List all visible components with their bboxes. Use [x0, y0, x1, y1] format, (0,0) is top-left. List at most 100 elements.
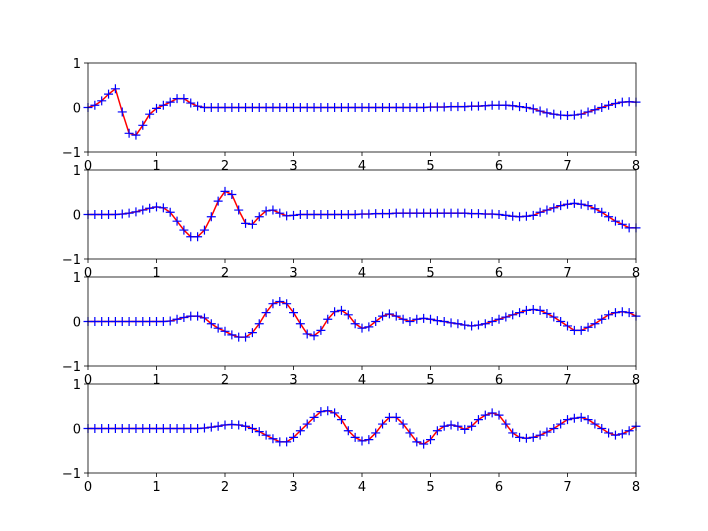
marker — [515, 432, 525, 442]
marker — [330, 307, 340, 317]
marker — [467, 321, 477, 331]
marker — [241, 332, 251, 342]
marker — [521, 211, 531, 221]
marker — [535, 305, 545, 315]
marker — [179, 94, 189, 104]
x-tick-label: 5 — [426, 480, 434, 495]
marker — [528, 304, 538, 314]
subplot: 0 1 2 3 4 5 6 7 8−101 — [62, 57, 641, 174]
marker — [597, 207, 607, 217]
marker — [343, 310, 353, 320]
x-tick-label: 2 — [221, 266, 229, 281]
marker — [542, 427, 552, 437]
x-tick-label: 3 — [289, 373, 297, 388]
x-tick-label: 3 — [289, 266, 297, 281]
marker — [145, 109, 155, 119]
marker — [563, 321, 572, 331]
marker — [193, 101, 203, 111]
marker — [432, 426, 442, 436]
marker — [515, 102, 525, 112]
marker — [124, 208, 134, 218]
marker — [275, 208, 285, 218]
marker — [220, 326, 230, 336]
x-tick-label: 0 — [84, 266, 92, 281]
marker — [521, 305, 531, 315]
marker — [590, 105, 600, 115]
x-tick-label: 0 — [84, 480, 92, 495]
marker — [254, 319, 264, 329]
marker — [597, 103, 607, 112]
marker — [350, 432, 360, 442]
marker — [152, 103, 161, 113]
marker — [391, 412, 401, 422]
y-tick-label: −1 — [62, 360, 81, 375]
axes-frame — [87, 62, 637, 153]
marker — [234, 205, 244, 215]
marker — [460, 424, 470, 434]
x-tick-label: 8 — [632, 159, 640, 174]
marker — [494, 314, 504, 324]
x-tick-label: 0 — [84, 373, 92, 388]
marker — [309, 412, 319, 422]
y-tick-label: −1 — [62, 146, 81, 161]
x-tick-label: 5 — [426, 373, 434, 388]
marker — [610, 308, 620, 318]
marker — [563, 199, 572, 209]
marker — [453, 421, 463, 431]
marker — [316, 325, 326, 335]
marker — [624, 426, 634, 436]
marker — [158, 203, 168, 213]
marker — [268, 205, 278, 215]
marker — [473, 415, 483, 425]
x-tick-label: 8 — [632, 266, 640, 281]
marker — [549, 312, 559, 322]
marker — [261, 430, 271, 440]
marker — [460, 320, 470, 330]
marker — [110, 84, 120, 94]
marker — [261, 206, 271, 216]
marker — [138, 120, 148, 130]
y-tick-label: 1 — [73, 378, 81, 393]
x-tick-label: 6 — [495, 266, 503, 281]
y-tick-label: 1 — [73, 271, 81, 286]
marker — [576, 199, 586, 209]
marker — [179, 225, 189, 235]
marker — [179, 312, 189, 322]
marker — [569, 110, 579, 120]
marker — [432, 316, 442, 326]
marker — [590, 319, 600, 329]
axes-frame — [87, 276, 637, 367]
marker — [405, 317, 415, 326]
marker — [302, 329, 312, 339]
marker — [446, 420, 456, 430]
marker — [323, 406, 333, 416]
x-tick-label: 8 — [632, 373, 640, 388]
marker — [241, 421, 251, 431]
marker — [563, 415, 572, 425]
marker — [439, 421, 449, 431]
marker — [604, 100, 614, 110]
marker — [583, 201, 593, 211]
marker — [508, 428, 518, 438]
marker — [165, 207, 175, 217]
marker — [371, 428, 381, 438]
marker — [117, 107, 127, 117]
marker — [617, 219, 627, 229]
marker — [165, 97, 175, 107]
marker — [357, 436, 367, 446]
marker — [556, 201, 566, 211]
y-tick-label: 1 — [73, 57, 81, 72]
y-tick-label: 0 — [73, 209, 81, 224]
marker — [227, 330, 237, 340]
x-tick-label: 1 — [152, 159, 160, 174]
marker — [405, 428, 415, 438]
marker — [90, 100, 100, 110]
marker — [124, 128, 134, 138]
marker — [501, 312, 511, 322]
x-tick-label: 5 — [426, 266, 434, 281]
marker — [172, 216, 182, 226]
marker — [419, 439, 429, 449]
marker — [282, 437, 292, 447]
marker — [480, 410, 490, 420]
